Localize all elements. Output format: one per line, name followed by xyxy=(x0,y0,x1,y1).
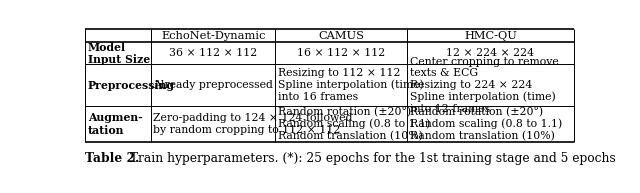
Text: Random rotation (±20°)
Random scaling (0.8 to 1.1)
Random translation (10%): Random rotation (±20°) Random scaling (0… xyxy=(278,106,430,141)
Text: CAMUS: CAMUS xyxy=(319,31,364,41)
Text: Table 2.: Table 2. xyxy=(85,152,140,165)
Text: HMC-QU: HMC-QU xyxy=(464,31,517,41)
Text: 16 × 112 × 112: 16 × 112 × 112 xyxy=(298,48,385,58)
Text: Zero-padding to 124 × 124 followed
by random cropping to 112 × 112: Zero-padding to 124 × 124 followed by ra… xyxy=(154,113,353,135)
Text: Augmen-
tation: Augmen- tation xyxy=(88,112,143,136)
Text: EchoNet-Dynamic: EchoNet-Dynamic xyxy=(161,31,266,41)
Text: Resizing to 112 × 112
Spline interpolation (time)
into 16 frames: Resizing to 112 × 112 Spline interpolati… xyxy=(278,68,424,102)
Text: Model
Input Size: Model Input Size xyxy=(88,41,150,65)
Text: Center cropping to remove
texts & ECG
Resizing to 224 × 224
Spline interpolation: Center cropping to remove texts & ECG Re… xyxy=(410,57,559,114)
Text: Preprocessing: Preprocessing xyxy=(88,80,175,91)
Text: 36 × 112 × 112: 36 × 112 × 112 xyxy=(169,48,257,58)
Text: 12 × 224 × 224: 12 × 224 × 224 xyxy=(447,48,534,58)
Text: Already preprocessed: Already preprocessed xyxy=(153,80,273,90)
Text: Random rotation (±20°)
Random scaling (0.8 to 1.1)
Random translation (10%): Random rotation (±20°) Random scaling (0… xyxy=(410,106,562,141)
Text: Train hyperparameters. (*): 25 epochs for the 1st training stage and 5 epochs: Train hyperparameters. (*): 25 epochs fo… xyxy=(125,152,616,165)
